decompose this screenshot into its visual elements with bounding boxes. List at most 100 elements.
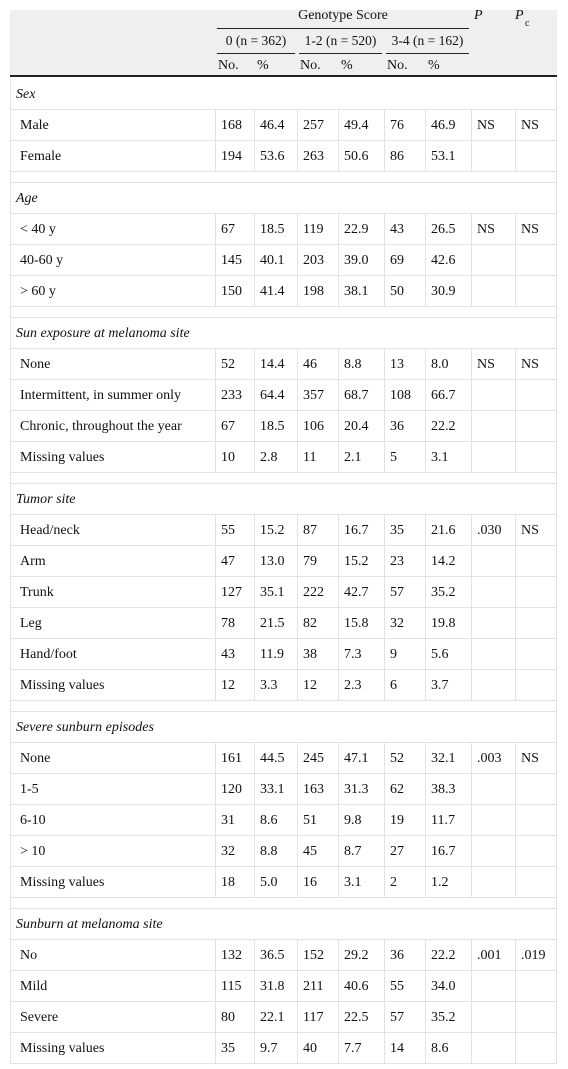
cell: 47 bbox=[215, 546, 254, 577]
cell: 31.8 bbox=[254, 971, 297, 1002]
cell: 12 bbox=[297, 670, 338, 701]
cell: 19 bbox=[384, 805, 425, 836]
cell: 52 bbox=[215, 349, 254, 380]
cell: 16 bbox=[297, 867, 338, 898]
spacer bbox=[10, 701, 557, 712]
cell: 68.7 bbox=[338, 380, 384, 411]
cell: 23 bbox=[384, 546, 425, 577]
cell: 36.5 bbox=[254, 940, 297, 971]
cell: 18.5 bbox=[254, 214, 297, 245]
row-label: < 40 y bbox=[10, 214, 215, 245]
cell: 19.8 bbox=[425, 608, 471, 639]
section-title: Severe sunburn episodes bbox=[10, 712, 557, 743]
cell: 14.2 bbox=[425, 546, 471, 577]
pc-value bbox=[515, 670, 557, 701]
cell: 78 bbox=[215, 608, 254, 639]
col-label: % bbox=[257, 58, 269, 73]
cell: 31 bbox=[215, 805, 254, 836]
section-title: Sun exposure at melanoma site bbox=[10, 318, 557, 349]
cell: 120 bbox=[215, 774, 254, 805]
p-value bbox=[471, 546, 515, 577]
row-label: No bbox=[10, 940, 215, 971]
cell: 80 bbox=[215, 1002, 254, 1033]
pc-value bbox=[515, 867, 557, 898]
p-header: P bbox=[474, 8, 483, 23]
cell: 49.4 bbox=[338, 110, 384, 141]
col-label: No. bbox=[218, 58, 239, 73]
cell: 22.9 bbox=[338, 214, 384, 245]
cell: 42.6 bbox=[425, 245, 471, 276]
pc-value bbox=[515, 411, 557, 442]
cell: 150 bbox=[215, 276, 254, 307]
p-value bbox=[471, 1002, 515, 1033]
cell: 43 bbox=[384, 214, 425, 245]
row-label: 6-10 bbox=[10, 805, 215, 836]
cell: 69 bbox=[384, 245, 425, 276]
cell: 119 bbox=[297, 214, 338, 245]
cell: 5.0 bbox=[254, 867, 297, 898]
p-value bbox=[471, 245, 515, 276]
cell: 40 bbox=[297, 1033, 338, 1064]
cell: 211 bbox=[297, 971, 338, 1002]
cell: 20.4 bbox=[338, 411, 384, 442]
cell: 35 bbox=[384, 515, 425, 546]
col-label: No. bbox=[300, 58, 321, 73]
cell: 152 bbox=[297, 940, 338, 971]
cell: 30.9 bbox=[425, 276, 471, 307]
pc-value bbox=[515, 380, 557, 411]
cell: 76 bbox=[384, 110, 425, 141]
pc-value bbox=[515, 1002, 557, 1033]
pc-value bbox=[515, 836, 557, 867]
col-label: % bbox=[341, 58, 353, 73]
pc-value bbox=[515, 546, 557, 577]
cell: 66.7 bbox=[425, 380, 471, 411]
cell: 50 bbox=[384, 276, 425, 307]
section-title: Sunburn at melanoma site bbox=[10, 909, 557, 940]
cell: 13 bbox=[384, 349, 425, 380]
cell: 51 bbox=[297, 805, 338, 836]
pc-value bbox=[515, 442, 557, 473]
cell: 29.2 bbox=[338, 940, 384, 971]
cell: 35.2 bbox=[425, 577, 471, 608]
cell: 26.5 bbox=[425, 214, 471, 245]
p-value: .003 bbox=[471, 743, 515, 774]
cell: 50.6 bbox=[338, 141, 384, 172]
cell: 18 bbox=[215, 867, 254, 898]
cell: 127 bbox=[215, 577, 254, 608]
pc-value bbox=[515, 971, 557, 1002]
cell: 9 bbox=[384, 639, 425, 670]
pc-value bbox=[515, 805, 557, 836]
cell: 15.8 bbox=[338, 608, 384, 639]
cell: 36 bbox=[384, 411, 425, 442]
cell: 35.1 bbox=[254, 577, 297, 608]
cell: 108 bbox=[384, 380, 425, 411]
cell: 16.7 bbox=[338, 515, 384, 546]
row-label: 1-5 bbox=[10, 774, 215, 805]
cell: 55 bbox=[215, 515, 254, 546]
row-label: Head/neck bbox=[10, 515, 215, 546]
cell: 161 bbox=[215, 743, 254, 774]
group-label: 1-2 (n = 520) bbox=[304, 33, 377, 48]
cell: 52 bbox=[384, 743, 425, 774]
spacer bbox=[10, 307, 557, 318]
pc-value: NS bbox=[515, 110, 557, 141]
pc-value: NS bbox=[515, 743, 557, 774]
row-label: Severe bbox=[10, 1002, 215, 1033]
cell: 55 bbox=[384, 971, 425, 1002]
cell: 32 bbox=[215, 836, 254, 867]
cell: 9.7 bbox=[254, 1033, 297, 1064]
cell: 5 bbox=[384, 442, 425, 473]
pc-value bbox=[515, 141, 557, 172]
cell: 233 bbox=[215, 380, 254, 411]
cell: 39.0 bbox=[338, 245, 384, 276]
cell: 245 bbox=[297, 743, 338, 774]
cell: 57 bbox=[384, 577, 425, 608]
pc-value bbox=[515, 639, 557, 670]
cell: 7.3 bbox=[338, 639, 384, 670]
p-value bbox=[471, 774, 515, 805]
row-label: > 10 bbox=[10, 836, 215, 867]
pc-header: P bbox=[515, 8, 524, 23]
pc-value: .019 bbox=[515, 940, 557, 971]
row-label: Female bbox=[10, 141, 215, 172]
rule bbox=[217, 53, 295, 54]
